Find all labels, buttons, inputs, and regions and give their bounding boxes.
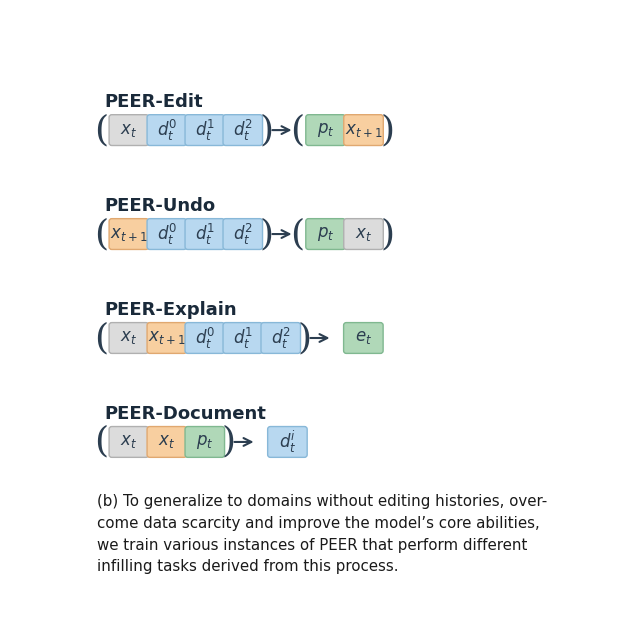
- FancyBboxPatch shape: [185, 323, 224, 354]
- Text: $x_{t+1}$: $x_{t+1}$: [148, 330, 186, 347]
- FancyBboxPatch shape: [185, 115, 224, 145]
- Text: $x_t$: $x_t$: [158, 434, 176, 450]
- Text: $d_t^0$: $d_t^0$: [195, 326, 215, 351]
- FancyBboxPatch shape: [185, 218, 224, 250]
- Text: (: (: [290, 113, 305, 147]
- Text: (: (: [94, 321, 108, 355]
- Text: $d_t^2$: $d_t^2$: [233, 117, 253, 143]
- Text: $d_t^i$: $d_t^i$: [279, 429, 296, 455]
- Text: $d_t^1$: $d_t^1$: [195, 117, 215, 143]
- Text: PEER-Undo: PEER-Undo: [104, 197, 216, 215]
- FancyBboxPatch shape: [268, 427, 307, 457]
- Text: (: (: [94, 425, 108, 459]
- Text: $x_t$: $x_t$: [120, 330, 138, 347]
- Text: ): ): [259, 113, 273, 147]
- Text: $d_t^0$: $d_t^0$: [157, 222, 177, 246]
- Text: (: (: [94, 217, 108, 251]
- FancyBboxPatch shape: [344, 323, 383, 354]
- Text: $d_t^2$: $d_t^2$: [233, 222, 253, 246]
- FancyBboxPatch shape: [306, 115, 346, 145]
- Text: $d_t^1$: $d_t^1$: [195, 222, 215, 246]
- Text: $x_{t+1}$: $x_{t+1}$: [345, 121, 382, 138]
- Text: $d_t^1$: $d_t^1$: [233, 326, 253, 351]
- Text: ): ): [221, 425, 235, 459]
- Text: PEER-Edit: PEER-Edit: [104, 93, 203, 111]
- Text: $x_t$: $x_t$: [120, 121, 138, 138]
- FancyBboxPatch shape: [147, 115, 186, 145]
- FancyBboxPatch shape: [223, 218, 262, 250]
- Text: $p_t$: $p_t$: [317, 225, 334, 243]
- FancyBboxPatch shape: [109, 323, 148, 354]
- FancyBboxPatch shape: [147, 218, 186, 250]
- FancyBboxPatch shape: [109, 427, 148, 457]
- Text: $x_{t+1}$: $x_{t+1}$: [110, 225, 148, 243]
- FancyBboxPatch shape: [261, 323, 301, 354]
- Text: PEER-Document: PEER-Document: [104, 405, 266, 424]
- FancyBboxPatch shape: [223, 115, 262, 145]
- FancyBboxPatch shape: [306, 218, 346, 250]
- FancyBboxPatch shape: [109, 218, 148, 250]
- Text: $d_t^0$: $d_t^0$: [157, 117, 177, 143]
- FancyBboxPatch shape: [223, 323, 262, 354]
- Text: ): ): [297, 321, 311, 355]
- Text: (b) To generalize to domains without editing histories, over-
come data scarcity: (b) To generalize to domains without edi…: [97, 494, 547, 574]
- Text: $p_t$: $p_t$: [196, 433, 214, 451]
- FancyBboxPatch shape: [147, 427, 186, 457]
- Text: $p_t$: $p_t$: [317, 121, 334, 139]
- Text: PEER-Explain: PEER-Explain: [104, 301, 237, 319]
- Text: ): ): [380, 113, 394, 147]
- FancyBboxPatch shape: [185, 427, 224, 457]
- Text: $e_t$: $e_t$: [355, 330, 372, 347]
- FancyBboxPatch shape: [109, 115, 148, 145]
- Text: (: (: [94, 113, 108, 147]
- Text: (: (: [290, 217, 305, 251]
- Text: $x_t$: $x_t$: [355, 225, 372, 243]
- Text: $x_t$: $x_t$: [120, 434, 138, 450]
- Text: ): ): [259, 217, 273, 251]
- FancyBboxPatch shape: [344, 115, 384, 145]
- FancyBboxPatch shape: [344, 218, 384, 250]
- Text: $d_t^2$: $d_t^2$: [271, 326, 291, 351]
- FancyBboxPatch shape: [147, 323, 186, 354]
- Text: ): ): [380, 217, 394, 251]
